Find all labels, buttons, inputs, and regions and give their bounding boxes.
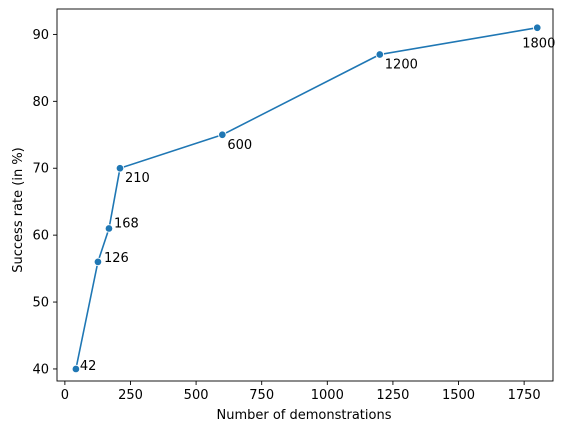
y-axis-title: Success rate (in %) bbox=[11, 147, 26, 272]
data-label: 126 bbox=[104, 251, 129, 266]
x-axis-title: Number of demonstrations bbox=[217, 408, 392, 423]
x-tick-label: 1750 bbox=[508, 388, 541, 403]
data-point bbox=[218, 130, 227, 140]
x-tick-label: 750 bbox=[249, 388, 274, 403]
x-tick-label: 250 bbox=[118, 388, 143, 403]
plot-area: 0 250 500 750 1000 1250 1500 1750 40 50 60 70 80 90 42… bbox=[32, 8, 555, 403]
data-point bbox=[375, 50, 385, 59]
data-label: 42 bbox=[80, 359, 97, 374]
x-tick-label: 1000 bbox=[311, 388, 344, 403]
axes-frame bbox=[56, 8, 554, 382]
x-tick-label: 0 bbox=[61, 388, 69, 403]
data-point bbox=[115, 163, 125, 173]
data-label: 1200 bbox=[385, 57, 418, 72]
y-tick-label: 50 bbox=[32, 296, 49, 311]
x-tick-label: 500 bbox=[184, 388, 209, 403]
data-label: 1800 bbox=[522, 37, 555, 52]
data-point bbox=[93, 257, 103, 267]
data-point bbox=[71, 364, 81, 374]
data-label: 600 bbox=[227, 138, 252, 153]
data-point bbox=[104, 224, 114, 233]
data-point bbox=[533, 23, 542, 32]
x-tick-label: 1250 bbox=[376, 388, 409, 403]
x-tick-label: 1500 bbox=[442, 388, 475, 403]
y-tick-label: 70 bbox=[32, 162, 49, 177]
series-line bbox=[75, 26, 538, 370]
y-tick-label: 60 bbox=[32, 229, 49, 244]
data-label: 168 bbox=[114, 216, 139, 231]
y-tick-label: 80 bbox=[32, 95, 49, 110]
y-tick-label: 40 bbox=[32, 362, 49, 377]
data-label: 210 bbox=[125, 171, 150, 186]
y-tick-label: 90 bbox=[32, 28, 49, 43]
